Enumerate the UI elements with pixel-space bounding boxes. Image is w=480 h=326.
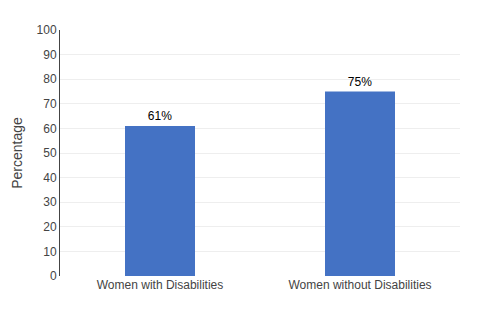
svg-text:Women without Disabilities: Women without Disabilities [288,278,431,292]
svg-text:20: 20 [43,220,57,234]
svg-text:70: 70 [43,97,57,111]
svg-text:90: 90 [43,48,57,62]
svg-text:0: 0 [50,269,57,283]
svg-text:40: 40 [43,171,57,185]
svg-text:50: 50 [43,146,57,160]
svg-text:10: 10 [43,245,57,259]
svg-text:Women with Disabilities: Women with Disabilities [97,278,224,292]
svg-text:61%: 61% [148,109,172,123]
svg-text:75%: 75% [348,75,372,89]
svg-text:80: 80 [43,72,57,86]
svg-text:100: 100 [37,23,57,37]
svg-text:30: 30 [43,195,57,209]
svg-text:Percentage: Percentage [9,117,25,189]
svg-text:60: 60 [43,122,57,136]
